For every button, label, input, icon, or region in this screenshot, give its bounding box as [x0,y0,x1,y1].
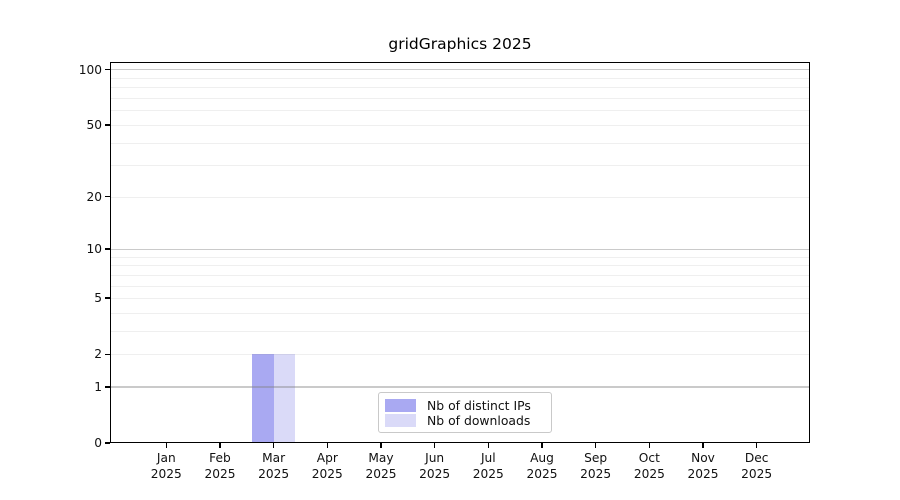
y-tick-label: 1 [94,379,102,394]
x-tick-label: Apr 2025 [311,451,343,481]
x-tick-label: Mar 2025 [258,451,290,481]
x-tick [165,443,167,448]
chart-title: gridGraphics 2025 [388,35,532,53]
x-tick [380,443,382,448]
x-tick [595,443,597,448]
minor-gridline [110,142,810,144]
x-tick-label: Jun 2025 [419,451,451,481]
x-tick-label: Aug 2025 [526,451,558,481]
plot-frame [110,62,810,443]
x-tick-label: Jan 2025 [150,451,182,481]
minor-gridline [110,265,810,267]
y-tick-label: 20 [86,189,102,204]
minor-gridline [110,78,810,80]
x-tick-label: Oct 2025 [633,451,665,481]
y-tick-label: 2 [94,347,102,362]
major-gridline [110,69,810,71]
x-tick [756,443,758,448]
x-tick [219,443,221,448]
x-tick-label: Nov 2025 [687,451,719,481]
y-tick [105,124,110,126]
minor-gridline [110,354,810,356]
legend-swatch-distinct-ips [385,398,416,412]
y-tick-label: 10 [86,242,102,256]
major-gridline [110,248,810,250]
x-tick [273,443,275,448]
bar-distinct-ips-mar [252,354,274,443]
y-tick-label: 50 [86,117,102,132]
x-tick [648,443,651,448]
x-tick [541,443,543,448]
minor-gridline [110,274,810,276]
x-tick [702,443,704,448]
minor-gridline [110,87,810,89]
x-tick-label: Dec 2025 [741,451,773,481]
x-tick-label: Jul 2025 [472,451,504,481]
x-tick-label: Sep 2025 [580,451,612,481]
legend-item-distinct-ips: Nb of distinct IPs [385,397,543,413]
y-tick [105,248,110,250]
minor-gridline [110,124,810,126]
legend-label-downloads: Nb of downloads [427,412,531,428]
y-tick [105,69,110,71]
y-tick-label: 0 [94,436,102,450]
y-tick [105,386,110,388]
x-tick [326,443,328,448]
bar-downloads-mar [273,354,296,443]
minor-gridline [110,285,810,287]
minor-gridline [110,196,810,198]
minor-gridline [110,256,810,258]
legend-label-distinct-ips: Nb of distinct IPs [427,397,531,413]
minor-gridline [110,330,810,332]
y-tick-label: 100 [78,62,102,77]
x-tick-label: Feb 2025 [204,451,236,481]
minor-gridline [110,298,810,300]
minor-gridline [110,165,810,167]
legend-item-downloads: Nb of downloads [385,412,543,428]
y-tick-label: 5 [94,291,102,306]
minor-gridline [110,312,810,314]
y-tick [105,196,110,198]
legend: Nb of distinct IPs Nb of downloads [378,392,552,433]
y-tick [105,297,110,299]
y-tick [105,353,110,355]
x-tick [487,443,490,448]
y-tick [105,442,110,444]
minor-gridline [110,98,810,100]
major-gridline [110,386,810,388]
legend-swatch-downloads [385,413,416,427]
minor-gridline [110,110,810,112]
x-tick [434,443,436,448]
x-tick-label: May 2025 [365,451,397,481]
